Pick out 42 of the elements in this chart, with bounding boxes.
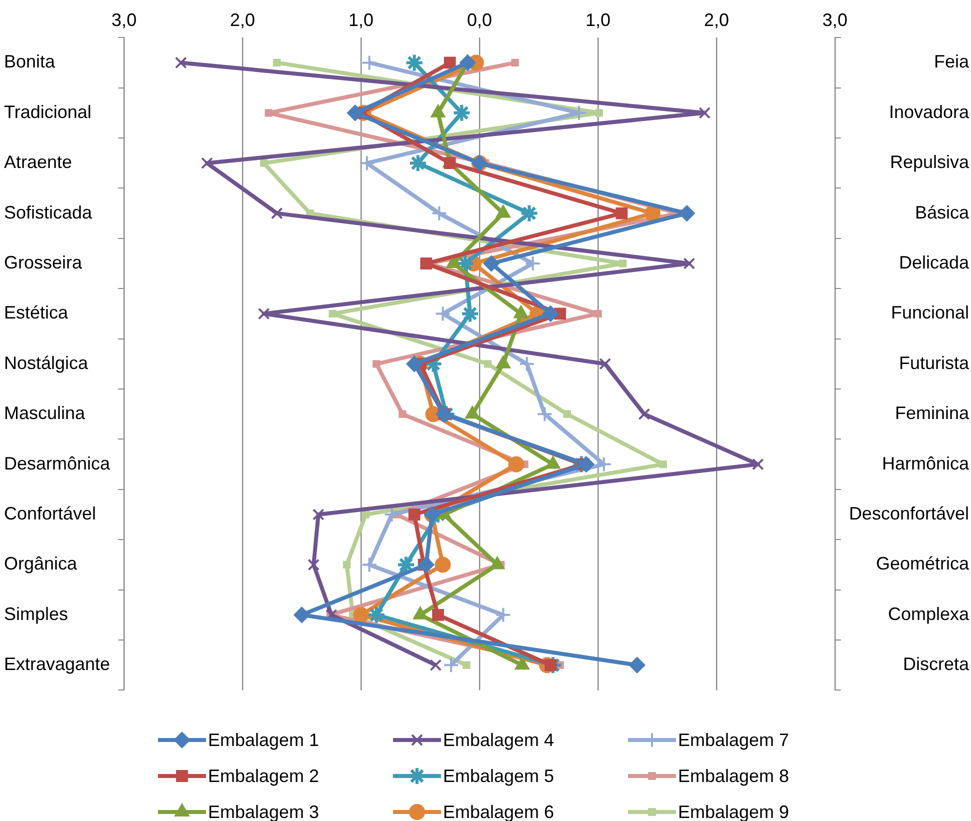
y-tick-label: Masculina [4, 403, 86, 424]
y-tick-label: Tradicional [4, 102, 92, 122]
x-tick-label: 2,0 [230, 10, 256, 30]
y-tick-label: Nostálgica [4, 352, 90, 373]
y2-tick-label: Inovadora [888, 102, 970, 122]
y2-tick-label: Funcional [890, 302, 969, 323]
y2-tick-label: Futurista [898, 352, 970, 373]
x-tick-label: 3,0 [112, 10, 137, 30]
x-tick-label: 3,0 [822, 10, 848, 30]
y2-tick-label: Desconfortável [848, 503, 969, 524]
y-tick-label: Extravagante [4, 654, 110, 674]
y2-tick-label: Discreta [902, 654, 970, 674]
y2-tick-label: Complexa [888, 604, 970, 624]
y2-tick-label: Feia [934, 52, 970, 72]
x-tick-label: 2,0 [704, 10, 729, 30]
legend-label: Embalagem 4 [443, 730, 554, 750]
legend-label: Embalagem 7 [678, 730, 790, 750]
y-tick-label: Estética [4, 302, 70, 323]
y2-tick-label: Básica [914, 202, 970, 222]
y2-tick-label: Repulsiva [890, 152, 970, 172]
legend-label: Embalagem 9 [678, 802, 790, 821]
y2-tick-label: Feminina [894, 403, 970, 424]
y-tick-label: Confortável [4, 503, 96, 524]
legend-label: Embalagem 1 [208, 730, 320, 750]
legend-label: Embalagem 5 [443, 766, 554, 786]
legend-label: Embalagem 6 [443, 802, 554, 821]
legend-label: Embalagem 8 [678, 766, 790, 786]
y-tick-label: Simples [4, 604, 68, 624]
y-tick-label: Grosseira [4, 252, 84, 272]
y2-tick-label: Geométrica [876, 554, 970, 574]
y-tick-label: Sofisticada [4, 202, 94, 222]
y2-tick-label: Harmônica [882, 453, 970, 474]
y-tick-label: Bonita [4, 52, 56, 72]
x-tick-label: 1,0 [348, 10, 374, 30]
legend-label: Embalagem 3 [208, 802, 320, 821]
y-tick-label: Desarmônica [4, 453, 112, 474]
y2-tick-label: Delicada [898, 252, 970, 272]
y-tick-label: Orgânica [4, 554, 78, 574]
x-tick-label: 1,0 [585, 10, 610, 30]
y-tick-label: Atraente [4, 152, 72, 172]
x-tick-label: 0,0 [466, 10, 492, 30]
legend-label: Embalagem 2 [208, 766, 320, 786]
